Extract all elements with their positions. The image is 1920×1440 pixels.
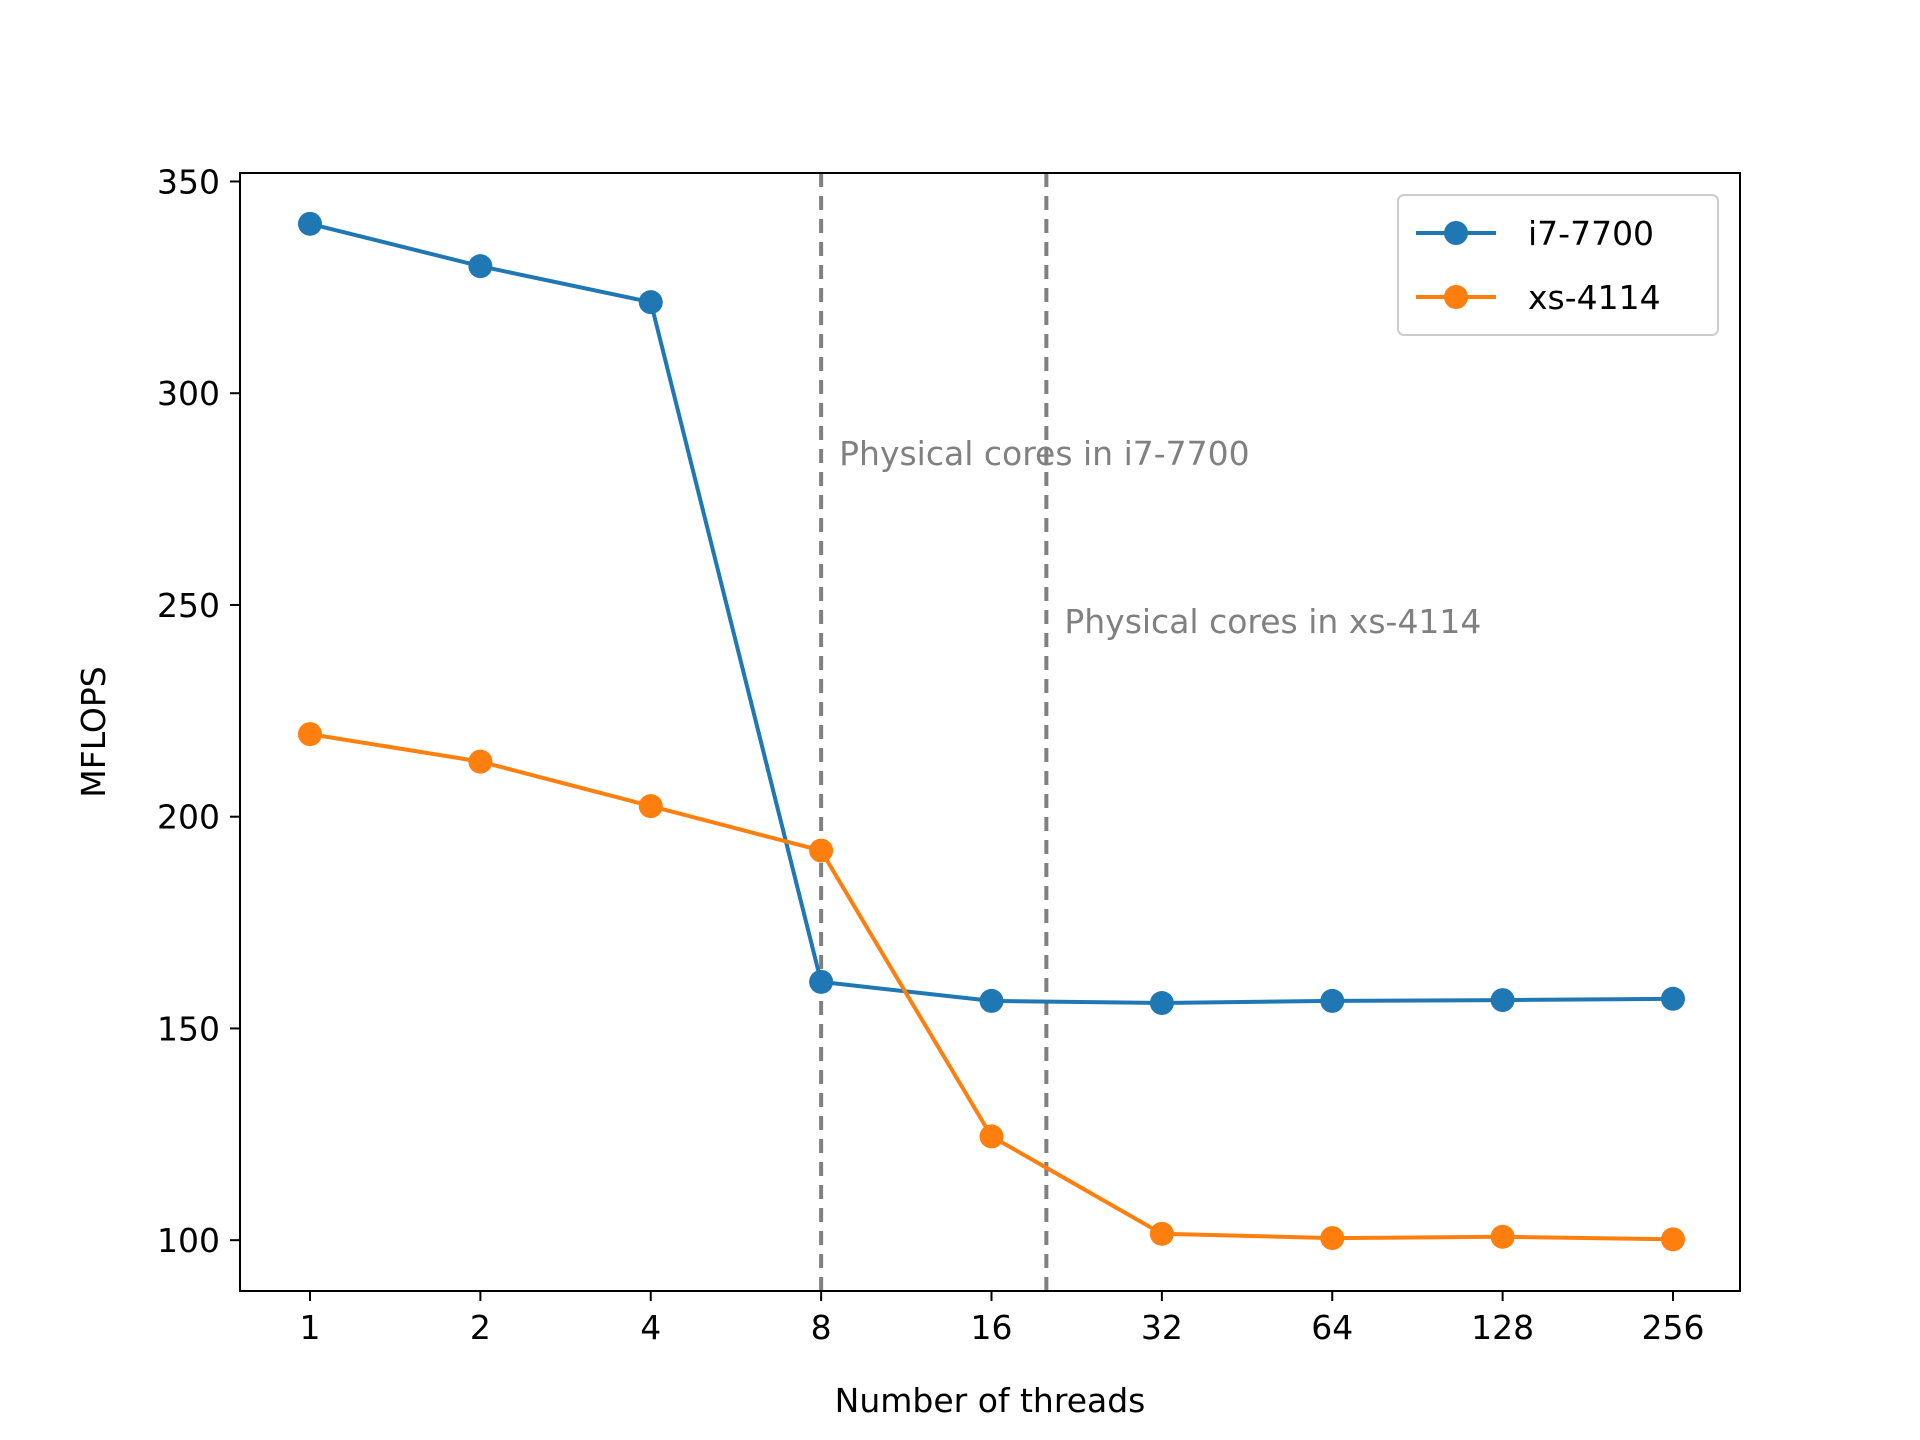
x-tick-label: 2	[470, 1308, 491, 1347]
x-tick-label: 256	[1642, 1308, 1705, 1347]
data-point	[298, 211, 322, 236]
data-point	[1149, 1221, 1174, 1246]
data-point	[1149, 991, 1174, 1016]
x-tick-label: 4	[640, 1308, 661, 1347]
x-tick-label: 64	[1311, 1308, 1353, 1347]
data-point	[468, 749, 493, 774]
data-point	[1661, 1227, 1685, 1252]
x-tick-label: 1	[300, 1308, 321, 1347]
y-tick-label: 100	[157, 1221, 220, 1260]
data-point	[298, 722, 322, 747]
legend-box	[1397, 194, 1719, 336]
y-axis: 100 150 200 250 300 350	[157, 162, 240, 1260]
plot-frame	[239, 172, 1741, 1292]
legend-entry: xs-4114	[1528, 278, 1661, 317]
legend-marker	[1444, 221, 1468, 245]
data-point	[468, 254, 493, 279]
data-point	[1320, 1226, 1345, 1251]
data-point	[1490, 1224, 1515, 1249]
x-tick-label: 128	[1471, 1308, 1534, 1347]
x-axis: 1 2 4 8 16 32 64 128 256	[300, 1291, 1705, 1347]
data-point	[979, 1124, 1004, 1149]
data-point	[809, 969, 834, 994]
x-tick-label: 32	[1141, 1308, 1183, 1347]
data-point	[809, 838, 834, 863]
data-point	[1661, 986, 1685, 1011]
x-tick-label: 16	[971, 1308, 1013, 1347]
legend-marker	[1444, 285, 1468, 309]
y-tick-label: 350	[157, 162, 220, 201]
series-layer	[298, 211, 1685, 1252]
y-tick-label: 200	[157, 798, 220, 837]
x-tick-label: 8	[811, 1308, 832, 1347]
legend-entry: i7-7700	[1528, 214, 1654, 253]
data-point	[979, 988, 1004, 1013]
y-tick-label: 150	[157, 1009, 220, 1048]
reference-line-annotation: Physical cores in xs-4114	[1064, 602, 1481, 641]
data-point	[638, 794, 663, 819]
y-axis-label: MFLOPS	[74, 666, 113, 797]
y-tick-label: 300	[157, 374, 220, 413]
data-point	[1320, 988, 1345, 1013]
data-point	[1490, 988, 1515, 1013]
data-point	[638, 290, 663, 315]
x-axis-label: Number of threads	[835, 1381, 1146, 1420]
y-tick-label: 250	[157, 586, 220, 625]
legend: i7-7700 xs-4114	[1397, 194, 1719, 336]
